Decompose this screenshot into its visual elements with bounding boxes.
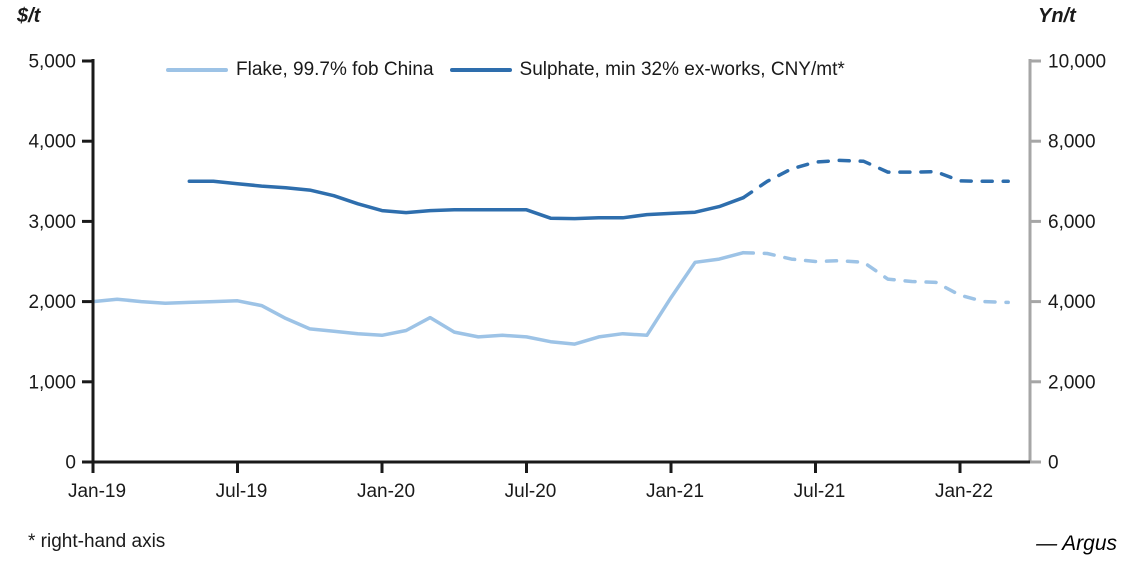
left-axis-tick-label: 5,000: [28, 52, 76, 73]
series-sulphate-line-solid: [187, 179, 746, 221]
x-axis-tick-label: Jul-19: [216, 481, 268, 502]
left-axis-tick-label: 4,000: [28, 132, 76, 153]
footnote-right-hand-axis: * right-hand axis: [28, 531, 166, 552]
x-axis-tick-label: Jan-20: [357, 481, 415, 502]
x-axis-tick-label: Jan-21: [646, 481, 704, 502]
left-axis-tick-label: 0: [65, 453, 76, 474]
left-axis-title: $/t: [17, 5, 41, 27]
left-axis-tick-label: 3,000: [28, 212, 76, 233]
series-flake-line-dashed: [741, 250, 1010, 305]
legend-label-sulphate: Sulphate, min 32% ex-works, CNY/mt*: [519, 59, 845, 80]
left-axis-tick-label: 2,000: [28, 292, 76, 313]
right-axis-tick-label: 4,000: [1048, 292, 1096, 313]
right-axis-tick-label: 2,000: [1048, 372, 1096, 393]
legend-label-flake: Flake, 99.7% fob China: [236, 59, 434, 80]
legend: Flake, 99.7% fob China Sulphate, min 32%…: [166, 59, 845, 81]
right-axis-tick-label: 6,000: [1048, 212, 1096, 233]
legend-swatch-flake-icon: [166, 68, 228, 72]
series-flake-line-solid: [91, 250, 746, 346]
series-sulphate-line-dashed: [741, 158, 1010, 200]
legend-swatch-sulphate-icon: [449, 68, 512, 72]
x-axis-tick-label: Jan-22: [935, 481, 993, 502]
right-axis-tick-label: 10,000: [1048, 52, 1106, 73]
argus-logo: — Argus: [1036, 532, 1117, 555]
x-axis-tick-label: Jul-21: [794, 481, 846, 502]
right-axis-tick-label: 0: [1048, 453, 1059, 474]
right-axis-title: Yn/t: [1038, 5, 1076, 27]
right-axis-tick-label: 8,000: [1048, 132, 1096, 153]
x-axis-tick-label: Jul-20: [505, 481, 557, 502]
left-axis-tick-label: 1,000: [28, 372, 76, 393]
x-axis-tick-label: Jan-19: [68, 481, 126, 502]
